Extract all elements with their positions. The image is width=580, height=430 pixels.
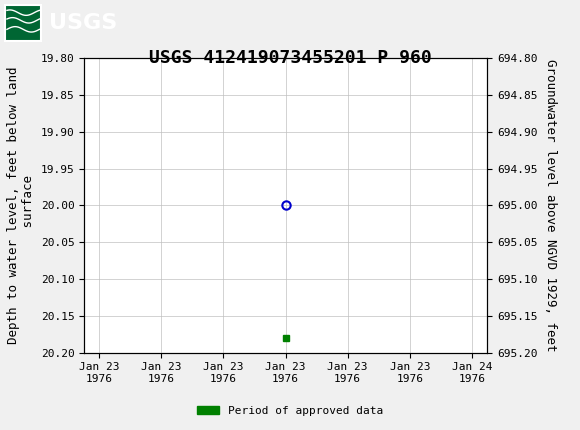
Text: USGS 412419073455201 P 960: USGS 412419073455201 P 960 (148, 49, 432, 68)
Legend: Period of approved data: Period of approved data (193, 401, 387, 420)
Y-axis label: Groundwater level above NGVD 1929, feet: Groundwater level above NGVD 1929, feet (545, 59, 557, 352)
FancyBboxPatch shape (5, 4, 42, 41)
Y-axis label: Depth to water level, feet below land
 surface: Depth to water level, feet below land su… (7, 67, 35, 344)
Text: USGS: USGS (49, 12, 118, 33)
